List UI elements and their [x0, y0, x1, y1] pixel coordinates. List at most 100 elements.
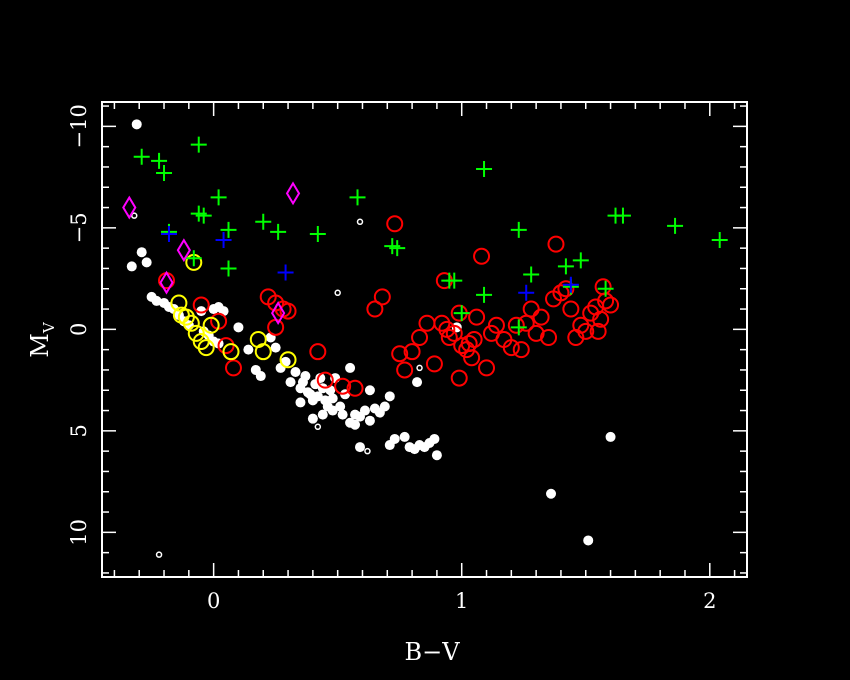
y-tick-label-text: −10	[67, 104, 91, 148]
red-open-circle-point	[594, 278, 612, 296]
white-filled-circle-point	[233, 322, 244, 333]
red-open-circle-point	[366, 300, 384, 318]
red-open-circle-point	[540, 328, 558, 346]
red-open-circle-point	[463, 349, 481, 367]
red-open-circle-point	[386, 215, 404, 233]
red-open-circle-point	[592, 310, 610, 328]
red-open-circle-point	[425, 355, 443, 373]
magenta-diamond-point	[176, 238, 192, 263]
white-filled-circle-point	[345, 362, 356, 373]
white-filled-circle-point	[327, 393, 338, 404]
white-filled-circle-point	[412, 377, 423, 388]
axis-ticks	[102, 102, 747, 577]
green-plus-point	[667, 217, 684, 234]
plot-frame	[101, 101, 748, 578]
green-plus-point	[151, 152, 168, 169]
white-small-circle-point	[314, 423, 322, 431]
y-axis-label-main: M	[26, 333, 54, 358]
white-filled-circle-point	[364, 415, 375, 426]
red-open-circle-point	[450, 369, 468, 387]
red-open-circle-point	[224, 359, 242, 377]
red-open-circle-point	[373, 288, 391, 306]
green-plus-point	[523, 266, 540, 283]
red-open-circle-point	[473, 247, 491, 265]
red-open-circle-point	[512, 341, 530, 359]
yellow-open-circle-point	[279, 351, 297, 369]
magenta-diamond-point	[285, 181, 301, 206]
white-filled-circle-point	[355, 442, 365, 453]
white-small-circle-point	[364, 447, 371, 455]
y-tick-label-text: −5	[67, 212, 91, 243]
yellow-open-circle-point	[222, 343, 240, 361]
green-plus-point	[597, 280, 614, 297]
white-filled-circle-point	[295, 397, 306, 408]
tick-labels: 0 1 2 −10 −5 0 5 10	[67, 104, 716, 613]
red-open-circle-point	[346, 379, 364, 397]
white-filled-circle-point	[285, 377, 296, 388]
white-filled-circle-point	[243, 344, 254, 355]
red-open-circle-point	[507, 316, 525, 334]
white-small-circle-point	[131, 212, 138, 219]
green-plus-point	[446, 272, 463, 289]
y-tick-label-text: 5	[67, 424, 91, 437]
green-plus-point	[389, 240, 406, 257]
y-tick-label: 5	[67, 424, 91, 437]
white-filled-circle-point	[141, 257, 152, 268]
red-open-circle-point	[411, 328, 429, 346]
green-plus-point	[133, 148, 150, 165]
green-plus-point	[557, 258, 574, 275]
white-filled-circle-point	[364, 385, 375, 396]
red-open-circle-point	[487, 316, 505, 334]
green-plus-point	[572, 252, 589, 269]
red-open-circle-point	[557, 280, 575, 298]
white-filled-circle-point	[196, 306, 207, 317]
x-tick-label: 1	[455, 589, 468, 613]
white-small-circle-point	[416, 364, 423, 372]
yellow-open-circle-point	[254, 343, 272, 361]
red-open-circle-point	[532, 308, 550, 326]
green-plus-point	[156, 165, 173, 182]
magenta-diamond-point	[122, 195, 137, 220]
data-marks	[122, 119, 728, 558]
red-open-circle-point	[577, 322, 595, 340]
white-filled-circle-point	[337, 409, 348, 420]
white-filled-circle-point	[255, 371, 266, 382]
white-small-circle-point	[356, 218, 364, 226]
white-filled-circle-point	[546, 488, 557, 499]
red-open-circle-point	[440, 328, 458, 346]
green-plus-point	[711, 232, 728, 249]
red-open-circle-point	[279, 302, 297, 320]
red-open-circle-point	[396, 361, 414, 379]
red-open-circle-point	[468, 308, 486, 326]
blue-plus-point	[518, 284, 535, 301]
white-filled-circle-point	[307, 413, 318, 424]
red-open-circle-point	[589, 322, 607, 340]
red-open-circle-point	[602, 296, 620, 314]
white-filled-circle-point	[359, 405, 370, 416]
red-open-circle-point	[547, 235, 565, 253]
white-filled-circle-point	[384, 391, 395, 402]
white-filled-circle-point	[583, 535, 594, 546]
green-plus-point	[220, 221, 237, 238]
x-axis-label: B−V	[404, 638, 460, 666]
y-tick-label: −5	[67, 212, 91, 243]
red-open-circle-point	[445, 324, 463, 342]
green-plus-point	[349, 189, 366, 206]
red-open-circle-point	[309, 343, 327, 361]
green-plus-point	[453, 305, 470, 322]
white-filled-circle-point	[429, 433, 440, 444]
red-open-circle-point	[403, 343, 421, 361]
x-tick-label: 0	[207, 589, 220, 613]
green-plus-point	[309, 225, 326, 242]
green-plus-point	[190, 136, 207, 153]
white-filled-circle-point	[605, 431, 616, 442]
yellow-open-circle-point	[202, 316, 220, 334]
red-open-circle-point	[316, 371, 334, 389]
red-open-circle-point	[192, 296, 210, 314]
white-filled-circle-point	[350, 419, 361, 430]
white-filled-circle-point	[431, 450, 442, 461]
green-plus-point	[210, 189, 227, 206]
white-filled-circle-point	[136, 247, 147, 258]
white-filled-circle-point	[297, 377, 308, 388]
